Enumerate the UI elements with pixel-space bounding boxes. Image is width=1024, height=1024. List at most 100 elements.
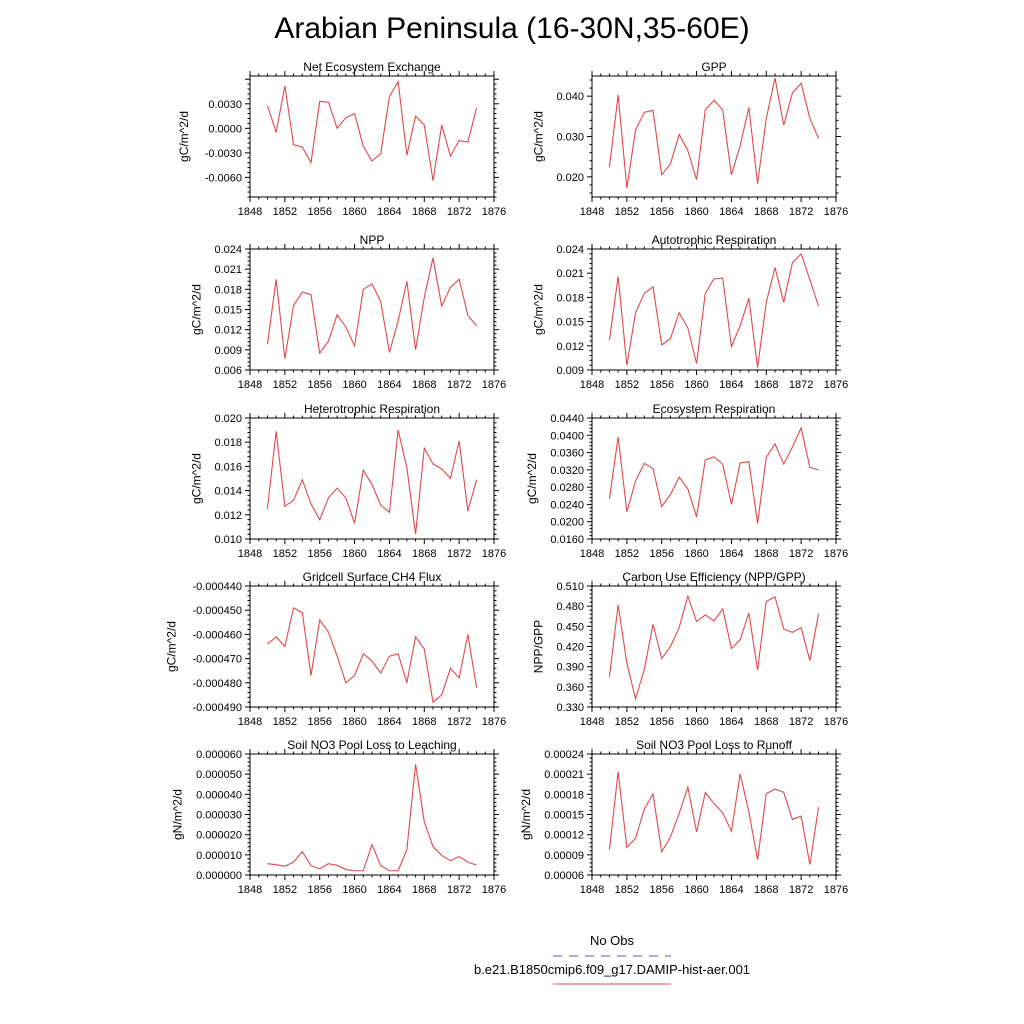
soil-no3-pool-loss-to-leaching-panel: Soil NO3 Pool Loss to Leaching 1848 1852 18… [171,738,507,896]
net-ecosystem-exchange-xtick-label: 1868 [412,206,436,218]
carbon-use-efficiency-npp-gpp-ytick-label: 0.420 [556,642,584,654]
npp-panel: NPP 1848 1852 1856 1860 1864 1868 1872 1876 0.006… [190,233,507,391]
soil-no3-pool-loss-to-leaching-xtick-label: 1864 [377,884,401,896]
soil-no3-pool-loss-to-leaching-ytick-label: 0.000030 [196,810,242,822]
soil-no3-pool-loss-to-leaching-xtick-label: 1876 [482,884,506,896]
gridcell-surface-ch4-flux-xtick-label: 1872 [447,716,471,728]
net-ecosystem-exchange-xtick-label: 1852 [273,206,297,218]
npp-xtick-label: 1860 [342,379,366,391]
gridcell-surface-ch4-flux-ytick-label: -0.000440 [192,581,242,593]
autotrophic-respiration-ytick-label: 0.015 [556,317,584,329]
ecosystem-respiration-series-line [608,426,819,524]
soil-no3-pool-loss-to-leaching-title: Soil NO3 Pool Loss to Leaching [287,738,456,752]
heterotrophic-respiration-xtick-label: 1848 [238,548,262,560]
carbon-use-efficiency-npp-gpp-ytick-label: 0.390 [556,662,584,674]
heterotrophic-respiration-panel: Heterotrophic Respiration 1848 1852 1856 186… [190,402,507,560]
soil-no3-pool-loss-to-runoff-title: Soil NO3 Pool Loss to Runoff [636,738,793,752]
gridcell-surface-ch4-flux-ytick-label: -0.000470 [192,654,242,666]
gpp-title: GPP [701,60,726,74]
npp-ytick-label: 0.006 [214,365,242,377]
heterotrophic-respiration-ytick-label: 0.010 [214,534,242,546]
soil-no3-pool-loss-to-leaching-ytick-label: 0.000040 [196,789,242,801]
net-ecosystem-exchange-title: Net Ecosystem Exchange [303,60,441,74]
net-ecosystem-exchange-xtick-label: 1876 [482,206,506,218]
autotrophic-respiration-xtick-label: 1848 [580,379,604,391]
soil-no3-pool-loss-to-runoff-ytick-label: 0.00015 [544,810,584,822]
gpp-ytick-label: 0.020 [556,172,584,184]
gridcell-surface-ch4-flux-xtick-label: 1848 [238,716,262,728]
gridcell-surface-ch4-flux-xtick-label: 1876 [482,716,506,728]
carbon-use-efficiency-npp-gpp-series-line [608,594,820,702]
gpp-xtick-label: 1852 [615,206,639,218]
gridcell-surface-ch4-flux-series-line [267,606,478,704]
heterotrophic-respiration-xtick-label: 1856 [307,548,331,560]
ecosystem-respiration-ytick-label: 0.0360 [550,448,584,460]
carbon-use-efficiency-npp-gpp-xtick-label: 1856 [649,716,673,728]
heterotrophic-respiration-ytick-label: 0.016 [214,461,242,473]
soil-no3-pool-loss-to-runoff-xtick-label: 1852 [615,884,639,896]
heterotrophic-respiration-ytick-label: 0.018 [214,437,242,449]
carbon-use-efficiency-npp-gpp-ytick-label: 0.330 [556,702,584,714]
autotrophic-respiration-ytick-label: 0.018 [556,292,584,304]
net-ecosystem-exchange-xtick-label: 1848 [238,206,262,218]
carbon-use-efficiency-npp-gpp-xtick-label: 1864 [719,716,743,728]
net-ecosystem-exchange-series-line [266,80,478,181]
heterotrophic-respiration-ytick-label: 0.020 [214,413,242,425]
npp-ytick-label: 0.021 [214,264,242,276]
ecosystem-respiration-ytick-label: 0.0400 [550,430,584,442]
ecosystem-respiration-xtick-label: 1852 [615,548,639,560]
soil-no3-pool-loss-to-runoff-ytick-label: 0.00018 [544,789,584,801]
soil-no3-pool-loss-to-leaching-ylabel: gN/m^2/d [171,789,185,840]
heterotrophic-respiration-series-line [266,429,478,535]
autotrophic-respiration-ylabel: gC/m^2/d [532,284,546,335]
autotrophic-respiration-ytick-label: 0.009 [556,365,584,377]
autotrophic-respiration-xtick-label: 1868 [754,379,778,391]
heterotrophic-respiration-ytick-label: 0.012 [214,510,242,522]
soil-no3-pool-loss-to-leaching-xtick-label: 1856 [307,884,331,896]
gpp-ytick-label: 0.040 [556,91,584,103]
net-ecosystem-exchange-ytick-label: 0.0000 [208,123,242,135]
gpp-ylabel: gC/m^2/d [532,111,546,162]
soil-no3-pool-loss-to-leaching-xtick-label: 1860 [342,884,366,896]
gridcell-surface-ch4-flux-ytick-label: -0.000450 [192,605,242,617]
autotrophic-respiration-xtick-label: 1852 [615,379,639,391]
autotrophic-respiration-title: Autotrophic Respiration [652,233,777,247]
npp-xtick-label: 1876 [482,379,506,391]
gpp-xtick-label: 1868 [754,206,778,218]
heterotrophic-respiration-xtick-label: 1872 [447,548,471,560]
carbon-use-efficiency-npp-gpp-ytick-label: 0.480 [556,601,584,613]
gpp-panel: GPP 1848 1852 1856 1860 1864 1868 1872 1876 0.020… [532,60,849,218]
soil-no3-pool-loss-to-runoff-ytick-label: 0.00012 [544,830,584,842]
gridcell-surface-ch4-flux-xtick-label: 1860 [342,716,366,728]
gpp-xtick-label: 1872 [789,206,813,218]
heterotrophic-respiration-title: Heterotrophic Respiration [304,402,440,416]
net-ecosystem-exchange-xtick-label: 1860 [342,206,366,218]
soil-no3-pool-loss-to-leaching-ytick-label: 0.000050 [196,769,242,781]
ecosystem-respiration-xtick-label: 1860 [684,548,708,560]
npp-ytick-label: 0.024 [214,244,242,256]
carbon-use-efficiency-npp-gpp-xtick-label: 1868 [754,716,778,728]
carbon-use-efficiency-npp-gpp-xtick-label: 1876 [824,716,848,728]
autotrophic-respiration-series-line [608,252,820,368]
net-ecosystem-exchange-ytick-label: 0.0030 [208,99,242,111]
soil-no3-pool-loss-to-runoff-xtick-label: 1860 [684,884,708,896]
npp-ytick-label: 0.009 [214,345,242,357]
carbon-use-efficiency-npp-gpp-ytick-label: 0.450 [556,621,584,633]
ecosystem-respiration-xtick-label: 1876 [824,548,848,560]
carbon-use-efficiency-npp-gpp-xtick-label: 1872 [789,716,813,728]
gridcell-surface-ch4-flux-title: Gridcell Surface CH4 Flux [303,570,442,584]
net-ecosystem-exchange-xtick-label: 1856 [307,206,331,218]
autotrophic-respiration-xtick-label: 1872 [789,379,813,391]
npp-series-line [266,257,477,359]
legend-label-model: b.e21.B1850cmip6.f09_g17.DAMIP-hist-aer.… [473,962,751,977]
soil-no3-pool-loss-to-runoff-xtick-label: 1876 [824,884,848,896]
autotrophic-respiration-xtick-label: 1860 [684,379,708,391]
legend-label-no-obs: No Obs [589,933,635,948]
heterotrophic-respiration-xtick-label: 1860 [342,548,366,560]
soil-no3-pool-loss-to-runoff-xtick-label: 1872 [789,884,813,896]
ecosystem-respiration-ylabel: gC/m^2/d [525,453,539,504]
net-ecosystem-exchange-ytick-label: -0.0030 [205,148,242,160]
gridcell-surface-ch4-flux-panel: Gridcell Surface CH4 Flux 1848 1852 1856 186… [164,570,506,728]
heterotrophic-respiration-ytick-label: 0.014 [214,486,242,498]
soil-no3-pool-loss-to-leaching-ytick-label: 0.000020 [196,830,242,842]
